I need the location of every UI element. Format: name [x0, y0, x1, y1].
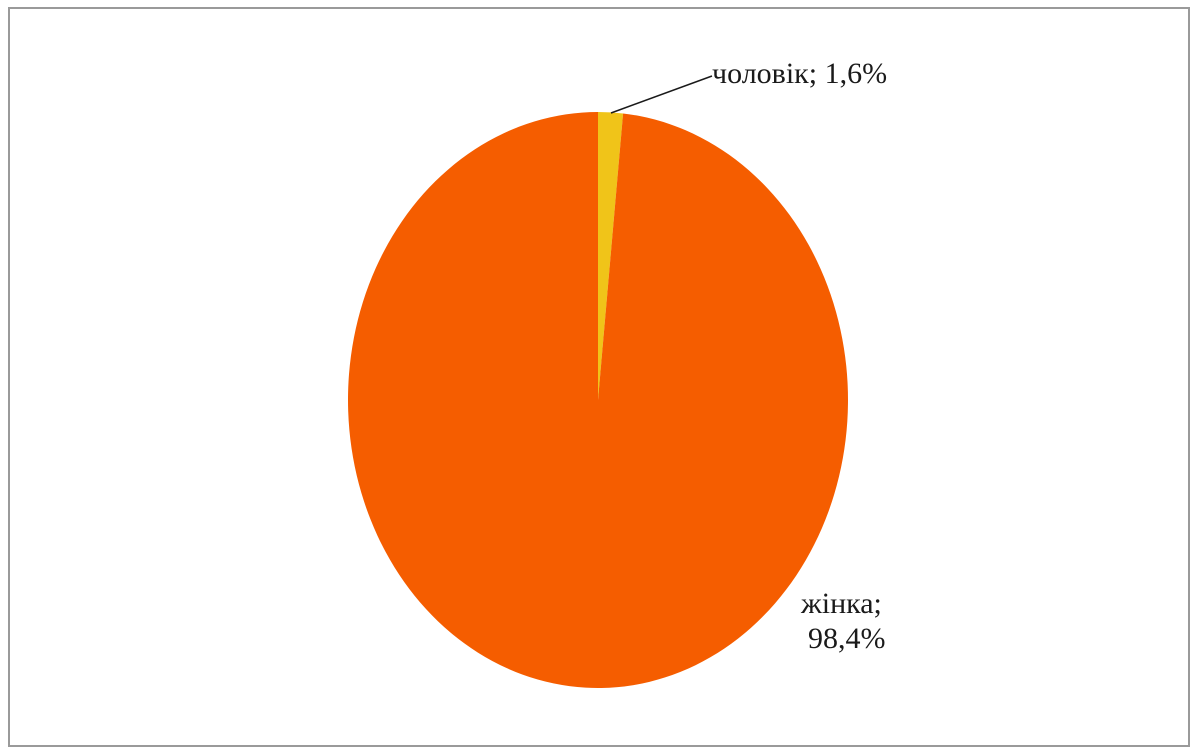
pie-slice-cholovik [598, 112, 624, 400]
pie-slices [348, 112, 849, 688]
pie-chart: чоловік; 1,6% жінка; 98,4% [348, 57, 887, 688]
slice-label-cholovik: чоловік; 1,6% [712, 57, 887, 90]
pie-slice-zhinka [348, 112, 849, 688]
leader-line-choloviк [610, 75, 713, 114]
slice-label-zhinka-name: жінка; [800, 587, 882, 620]
slice-label-zhinka-value: 98,4% [808, 622, 886, 655]
